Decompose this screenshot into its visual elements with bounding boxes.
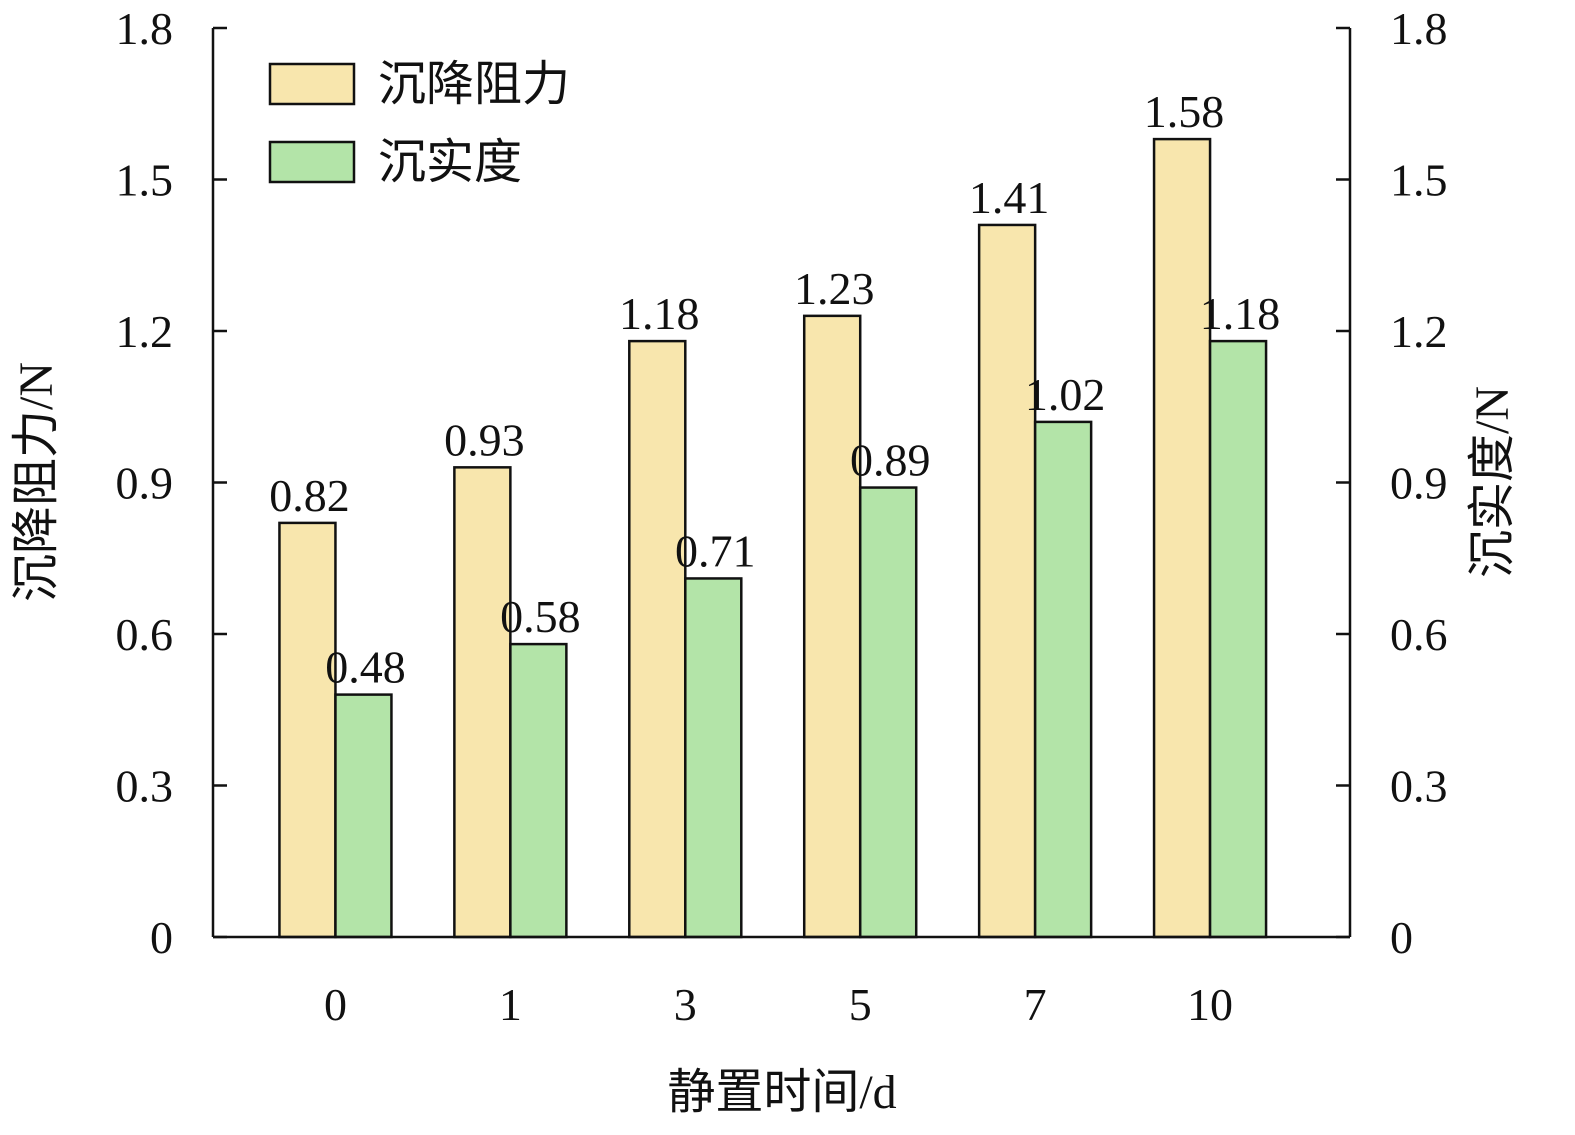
bar-s2-5 [858,486,918,939]
data-label-s2-3: 0.71 [675,525,756,576]
x-tick-label-10: 10 [1187,979,1233,1030]
bar-s1-0 [278,521,337,939]
bar-s1-10 [1152,137,1212,939]
y-tick-label-left-0.6: 0.6 [116,609,174,660]
bar-s2-1 [509,642,568,939]
bar-s2-0 [334,693,393,939]
x-tick-label-3: 3 [674,979,697,1030]
x-axis-title: 静置时间/d [667,1066,896,1119]
y-axis-title-right: 沉实度/N [1466,386,1519,578]
ticks-group [213,26,1350,939]
data-label-s2-1: 0.58 [500,591,581,642]
legend-swatch-settlement-resistance [268,62,356,106]
bar-s1-1 [453,466,512,939]
legend-label-settlement-resistance: 沉降阻力 [378,58,570,111]
data-labels-group: 0.82 0.48 0.93 0.58 1.18 0.71 1.23 0.89 1.41 1.02… [269,86,1281,693]
data-label-s1-1: 0.93 [444,414,525,465]
data-label-s2-7: 1.02 [1025,369,1106,420]
x-tick-label-0: 0 [324,979,347,1030]
legend: 沉降阻力 沉实度 [268,58,570,189]
data-label-s1-3: 1.18 [619,288,700,339]
bar-s2-3 [684,577,743,939]
bar-s1-3 [628,339,687,939]
y-tick-label-left-0: 0 [150,912,173,963]
y-tick-label-left-1.8: 1.8 [116,3,174,54]
y-tick-label-right-0.6: 0.6 [1390,609,1448,660]
y-tick-label-left-1.5: 1.5 [116,155,174,206]
y-tick-label-right-0.3: 0.3 [1390,761,1448,812]
data-label-s2-5: 0.89 [850,435,931,486]
x-tick-label-1: 1 [499,979,522,1030]
y-tick-label-right-1.8: 1.8 [1390,3,1448,54]
y-tick-label-right-0.9: 0.9 [1390,458,1448,509]
y-tick-label-right-1.5: 1.5 [1390,155,1448,206]
y-axis-title-left: 沉降阻力/N [10,362,63,602]
data-label-s1-7: 1.41 [969,172,1050,223]
y-tick-label-left-0.3: 0.3 [116,761,174,812]
data-label-s1-5: 1.23 [794,263,875,314]
data-label-s1-10: 1.58 [1144,86,1225,137]
y-tick-label-right-1.2: 1.2 [1390,306,1448,357]
bar-s1-7 [977,223,1037,939]
data-label-s2-10: 1.18 [1200,288,1281,339]
legend-label-compactness: 沉实度 [378,136,522,189]
y-tick-label-left-1.2: 1.2 [116,306,174,357]
bar-s2-10 [1208,339,1268,939]
bars-group [278,137,1268,939]
data-label-s2-0: 0.48 [325,642,406,693]
bar-s1-5 [802,314,862,939]
tick-labels-group: 0 1 3 5 7 10 0 0 0.3 0.3 0.6 0.6 0.9 0.9 1.2 1.2 1.5 1.5 1… [116,3,1448,1030]
y-tick-label-right-0: 0 [1390,912,1413,963]
bar-s2-7 [1033,420,1093,939]
y-tick-label-left-0.9: 0.9 [116,458,174,509]
data-label-s1-0: 0.82 [269,470,350,521]
x-tick-label-5: 5 [849,979,872,1030]
legend-swatch-compactness [268,140,356,184]
x-tick-label-7: 7 [1024,979,1047,1030]
